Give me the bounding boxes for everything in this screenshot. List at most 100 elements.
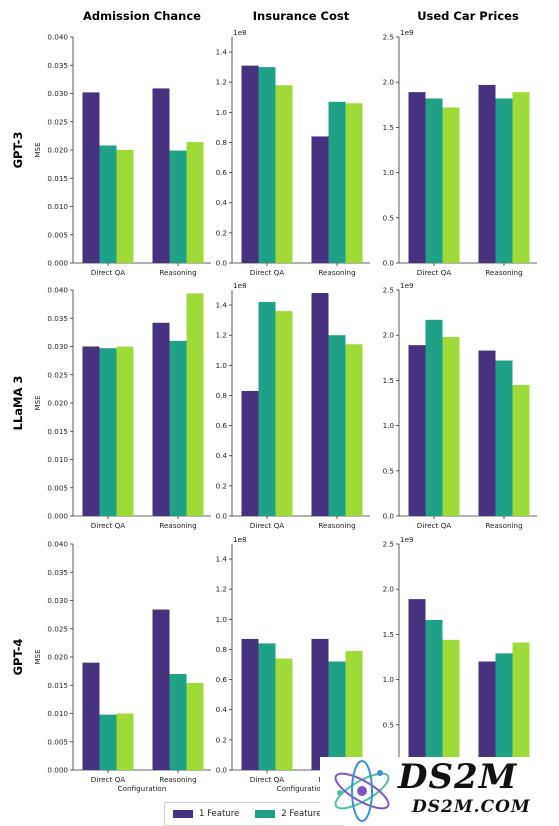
x-tick-label: Reasoning <box>159 268 196 277</box>
y-tick-label: 0.0 <box>216 259 228 268</box>
x-axis-label: Configuration <box>277 784 326 793</box>
bar-direct-qa-3-features <box>442 337 460 516</box>
y-tick-label: 1.0 <box>383 421 395 430</box>
y-tick-label: 1.0 <box>216 361 228 370</box>
y-tick-label: 0.6 <box>216 421 228 430</box>
bar-direct-qa-2-features <box>99 145 117 263</box>
y-scale-label: 1e9 <box>400 535 414 544</box>
y-tick-label: 0.030 <box>47 342 68 351</box>
bar-direct-qa-2-features <box>425 98 443 263</box>
x-tick-label: Direct QA <box>417 521 451 530</box>
y-tick-label: 1.0 <box>383 675 395 684</box>
y-tick-label: 0.035 <box>47 314 68 323</box>
y-tick-label: 0.4 <box>216 451 228 460</box>
x-tick-label: Reasoning <box>318 521 355 530</box>
y-tick-label: 0.4 <box>216 198 228 207</box>
y-tick-label: 1.0 <box>216 108 228 117</box>
bar-reasoning-1-feature <box>478 84 496 263</box>
x-tick-label: Direct QA <box>417 268 451 277</box>
bar-reasoning-1-feature <box>152 609 170 770</box>
bar-reasoning-3-features <box>186 293 204 516</box>
y-tick-label: 1.4 <box>216 301 228 310</box>
y-tick-label: 0.0 <box>216 512 228 521</box>
y-tick-label: 0.000 <box>47 512 68 521</box>
y-tick-label: 0.005 <box>47 483 68 492</box>
row-label-llama-3: LLaMA 3 <box>11 376 25 431</box>
x-axis-label: Configuration <box>118 784 167 793</box>
bar-reasoning-3-features <box>345 103 363 263</box>
y-tick-label: 0.2 <box>216 228 227 237</box>
x-tick-label: Direct QA <box>250 521 284 530</box>
y-tick-label: 1.2 <box>216 585 227 594</box>
x-tick-label: Direct QA <box>91 521 125 530</box>
bar-reasoning-2-features <box>495 360 513 516</box>
y-scale-label: 1e9 <box>400 28 414 37</box>
bar-reasoning-3-features <box>512 642 530 770</box>
bar-reasoning-1-feature <box>478 661 496 770</box>
y-tick-label: 0.005 <box>47 230 68 239</box>
y-tick-label: 1.0 <box>383 168 395 177</box>
y-tick-label: 2.0 <box>383 78 395 87</box>
y-tick-label: 0.020 <box>47 146 68 155</box>
y-axis-label: MSE <box>33 142 42 158</box>
row-label-gpt-4: GPT-4 <box>11 639 25 676</box>
x-tick-label: Reasoning <box>159 775 196 784</box>
y-tick-label: 0.040 <box>47 286 68 295</box>
bar-reasoning-2-features <box>328 335 346 516</box>
y-scale-label: 1e8 <box>233 28 247 37</box>
bar-direct-qa-2-features <box>258 302 276 516</box>
y-tick-label: 0.035 <box>47 568 68 577</box>
bar-direct-qa-1-feature <box>82 662 100 770</box>
x-tick-label: Direct QA <box>250 775 284 784</box>
legend: 1 Feature 2 Features <box>164 802 345 826</box>
y-tick-label: 1.2 <box>216 331 227 340</box>
y-tick-label: 0.010 <box>47 709 68 718</box>
y-tick-label: 0.010 <box>47 455 68 464</box>
y-tick-label: 0.0 <box>383 259 395 268</box>
y-tick-label: 0.8 <box>216 138 228 147</box>
y-tick-label: 0.025 <box>47 624 68 633</box>
y-tick-label: 0.035 <box>47 61 68 70</box>
bar-direct-qa-1-feature <box>241 638 259 770</box>
y-tick-label: 0.025 <box>47 117 68 126</box>
bar-direct-qa-3-features <box>116 713 134 770</box>
y-tick-label: 0.015 <box>47 427 68 436</box>
x-tick-label: Direct QA <box>91 268 125 277</box>
y-scale-label: 1e8 <box>233 281 247 290</box>
bar-direct-qa-2-features <box>258 643 276 770</box>
y-tick-label: 0.025 <box>47 370 68 379</box>
bar-reasoning-1-feature <box>311 293 329 516</box>
bar-direct-qa-1-feature <box>408 345 426 516</box>
bar-direct-qa-3-features <box>116 150 134 263</box>
y-tick-label: 1.0 <box>216 615 228 624</box>
y-tick-label: 0.015 <box>47 174 68 183</box>
bar-reasoning-1-feature <box>152 322 170 516</box>
bar-reasoning-3-features <box>512 384 530 516</box>
bar-reasoning-2-features <box>495 98 513 263</box>
column-title-insurance-cost: Insurance Cost <box>253 9 350 23</box>
bar-direct-qa-3-features <box>275 311 293 516</box>
y-tick-label: 1.4 <box>216 48 228 57</box>
bar-direct-qa-1-feature <box>241 390 259 516</box>
y-tick-label: 0.020 <box>47 399 68 408</box>
bar-reasoning-3-features <box>186 682 204 770</box>
x-tick-label: Reasoning <box>485 268 522 277</box>
x-tick-label: Reasoning <box>485 521 522 530</box>
bar-direct-qa-1-feature <box>241 65 259 263</box>
y-tick-label: 0.010 <box>47 202 68 211</box>
y-tick-label: 0.030 <box>47 596 68 605</box>
bar-reasoning-1-feature <box>311 638 329 770</box>
legend-item-2-features: 2 Features <box>255 809 326 819</box>
bar-reasoning-3-features <box>186 142 204 263</box>
column-title-used-car-prices: Used Car Prices <box>417 9 519 23</box>
column-title-admission-chance: Admission Chance <box>83 9 201 23</box>
y-axis-label: MSE <box>33 395 42 411</box>
bar-reasoning-2-features <box>169 340 187 516</box>
bar-direct-qa-1-feature <box>408 92 426 263</box>
y-scale-label: 1e8 <box>233 535 247 544</box>
bar-direct-qa-2-features <box>425 319 443 516</box>
bar-direct-qa-2-features <box>99 714 117 770</box>
bar-direct-qa-3-features <box>116 346 134 516</box>
y-tick-label: 0.0 <box>216 766 228 775</box>
bar-reasoning-2-features <box>328 661 346 770</box>
